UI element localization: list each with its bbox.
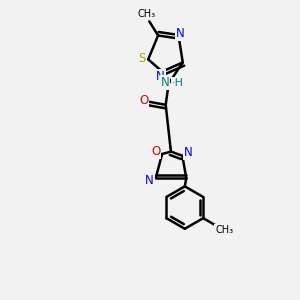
- Text: N: N: [156, 70, 165, 83]
- Text: O: O: [151, 145, 160, 158]
- Text: N: N: [145, 174, 154, 187]
- Text: CH₃: CH₃: [137, 9, 155, 19]
- Text: O: O: [139, 94, 148, 107]
- Text: ·H: ·H: [172, 78, 184, 88]
- Text: N: N: [161, 76, 170, 89]
- Text: N: N: [176, 27, 185, 40]
- Text: N: N: [184, 146, 193, 159]
- Text: S: S: [138, 52, 146, 65]
- Text: CH₃: CH₃: [215, 225, 233, 235]
